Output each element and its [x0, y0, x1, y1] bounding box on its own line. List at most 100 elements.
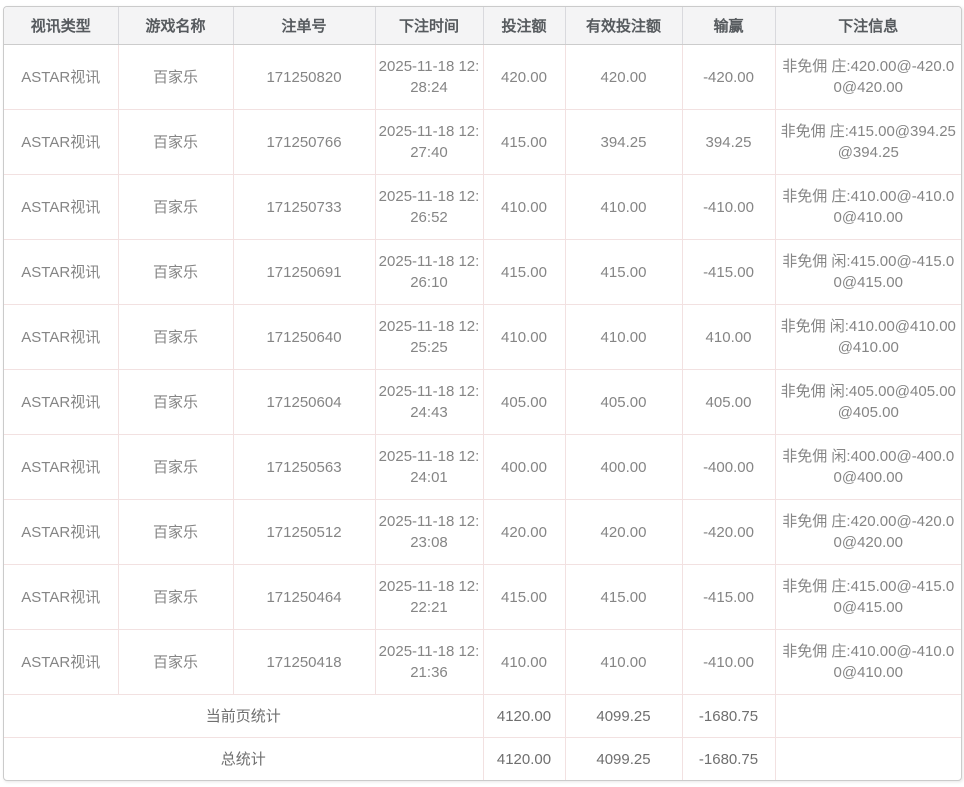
cell-bet-amount: 415.00	[483, 239, 566, 305]
cell-valid-bet: 400.00	[565, 434, 683, 500]
cell-bet-time: 2025-11-18 12:26:52	[375, 174, 484, 240]
cell-bet-info: 非免佣 闲:410.00@410.00@410.00	[775, 304, 961, 370]
cell-bet-id: 171250464	[233, 564, 376, 630]
cell-video-type: ASTAR视讯	[4, 564, 119, 630]
cell-bet-time: 2025-11-18 12:25:25	[375, 304, 484, 370]
bet-records-panel: 视讯类型 游戏名称 注单号 下注时间 投注额 有效投注额 输赢 下注信息 AST…	[3, 6, 962, 781]
table-row: ASTAR视讯 百家乐 171250512 2025-11-18 12:23:0…	[4, 499, 961, 565]
cell-bet-time: 2025-11-18 12:23:08	[375, 499, 484, 565]
page-summary-row: 当前页统计 4120.00 4099.25 -1680.75	[4, 694, 961, 738]
cell-video-type: ASTAR视讯	[4, 239, 119, 305]
table-row: ASTAR视讯 百家乐 171250766 2025-11-18 12:27:4…	[4, 109, 961, 175]
col-header-valid-bet: 有效投注额	[565, 7, 683, 45]
cell-valid-bet: 420.00	[565, 44, 683, 110]
table-row: ASTAR视讯 百家乐 171250733 2025-11-18 12:26:5…	[4, 174, 961, 240]
cell-bet-info: 非免佣 闲:405.00@405.00@405.00	[775, 369, 961, 435]
cell-game-name: 百家乐	[118, 44, 234, 110]
cell-game-name: 百家乐	[118, 109, 234, 175]
cell-bet-id: 171250512	[233, 499, 376, 565]
cell-valid-bet: 405.00	[565, 369, 683, 435]
cell-bet-amount: 405.00	[483, 369, 566, 435]
cell-bet-amount: 420.00	[483, 44, 566, 110]
cell-bet-id: 171250766	[233, 109, 376, 175]
cell-bet-info: 非免佣 庄:415.00@394.25@394.25	[775, 109, 961, 175]
cell-video-type: ASTAR视讯	[4, 434, 119, 500]
page-summary-win-loss: -1680.75	[682, 694, 776, 738]
cell-bet-amount: 415.00	[483, 564, 566, 630]
cell-video-type: ASTAR视讯	[4, 304, 119, 370]
col-header-video-type: 视讯类型	[4, 7, 119, 45]
cell-bet-id: 171250563	[233, 434, 376, 500]
cell-bet-time: 2025-11-18 12:22:21	[375, 564, 484, 630]
page-summary-bet-amount: 4120.00	[483, 694, 566, 738]
cell-bet-amount: 415.00	[483, 109, 566, 175]
col-header-bet-time: 下注时间	[375, 7, 484, 45]
cell-bet-id: 171250691	[233, 239, 376, 305]
cell-win-loss: 394.25	[682, 109, 776, 175]
cell-bet-id: 171250640	[233, 304, 376, 370]
table-row: ASTAR视讯 百家乐 171250418 2025-11-18 12:21:3…	[4, 629, 961, 695]
cell-bet-amount: 410.00	[483, 304, 566, 370]
cell-bet-id: 171250820	[233, 44, 376, 110]
cell-bet-info: 非免佣 庄:410.00@-410.00@410.00	[775, 629, 961, 695]
table-row: ASTAR视讯 百家乐 171250691 2025-11-18 12:26:1…	[4, 239, 961, 305]
col-header-game-name: 游戏名称	[118, 7, 234, 45]
cell-valid-bet: 410.00	[565, 304, 683, 370]
cell-win-loss: -420.00	[682, 44, 776, 110]
cell-valid-bet: 410.00	[565, 629, 683, 695]
table-row: ASTAR视讯 百家乐 171250604 2025-11-18 12:24:4…	[4, 369, 961, 435]
cell-valid-bet: 415.00	[565, 239, 683, 305]
cell-video-type: ASTAR视讯	[4, 44, 119, 110]
cell-bet-info: 非免佣 庄:420.00@-420.00@420.00	[775, 499, 961, 565]
cell-valid-bet: 420.00	[565, 499, 683, 565]
cell-valid-bet: 410.00	[565, 174, 683, 240]
total-summary-bet-info-empty	[775, 738, 961, 781]
total-summary-bet-amount: 4120.00	[483, 737, 566, 780]
cell-bet-id: 171250604	[233, 369, 376, 435]
cell-bet-id: 171250418	[233, 629, 376, 695]
cell-valid-bet: 394.25	[565, 109, 683, 175]
cell-win-loss: 405.00	[682, 369, 776, 435]
cell-video-type: ASTAR视讯	[4, 629, 119, 695]
page-summary-label: 当前页统计	[4, 694, 484, 738]
table-row: ASTAR视讯 百家乐 171250820 2025-11-18 12:28:2…	[4, 44, 961, 110]
cell-bet-info: 非免佣 闲:400.00@-400.00@400.00	[775, 434, 961, 500]
cell-bet-time: 2025-11-18 12:26:10	[375, 239, 484, 305]
cell-game-name: 百家乐	[118, 564, 234, 630]
cell-game-name: 百家乐	[118, 369, 234, 435]
cell-bet-amount: 410.00	[483, 174, 566, 240]
cell-video-type: ASTAR视讯	[4, 499, 119, 565]
cell-game-name: 百家乐	[118, 434, 234, 500]
cell-bet-info: 非免佣 闲:415.00@-415.00@415.00	[775, 239, 961, 305]
page-summary-valid-bet: 4099.25	[565, 694, 683, 738]
cell-win-loss: -410.00	[682, 174, 776, 240]
cell-bet-id: 171250733	[233, 174, 376, 240]
cell-bet-info: 非免佣 庄:415.00@-415.00@415.00	[775, 564, 961, 630]
cell-bet-amount: 400.00	[483, 434, 566, 500]
cell-win-loss: -415.00	[682, 239, 776, 305]
cell-bet-time: 2025-11-18 12:24:43	[375, 369, 484, 435]
table-header: 视讯类型 游戏名称 注单号 下注时间 投注额 有效投注额 输赢 下注信息	[4, 7, 961, 45]
cell-bet-time: 2025-11-18 12:27:40	[375, 109, 484, 175]
cell-game-name: 百家乐	[118, 629, 234, 695]
cell-bet-time: 2025-11-18 12:28:24	[375, 44, 484, 110]
cell-win-loss: -415.00	[682, 564, 776, 630]
table-row: ASTAR视讯 百家乐 171250563 2025-11-18 12:24:0…	[4, 434, 961, 500]
col-header-bet-amount: 投注额	[483, 7, 566, 45]
col-header-bet-info: 下注信息	[775, 7, 961, 45]
total-summary-win-loss: -1680.75	[682, 737, 776, 780]
table-row: ASTAR视讯 百家乐 171250640 2025-11-18 12:25:2…	[4, 304, 961, 370]
col-header-bet-id: 注单号	[233, 7, 376, 45]
cell-game-name: 百家乐	[118, 174, 234, 240]
cell-video-type: ASTAR视讯	[4, 369, 119, 435]
col-header-win-loss: 输赢	[682, 7, 776, 45]
cell-win-loss: -400.00	[682, 434, 776, 500]
total-summary-row: 总统计 4120.00 4099.25 -1680.75	[4, 737, 961, 781]
total-summary-label: 总统计	[4, 737, 484, 780]
cell-bet-info: 非免佣 庄:410.00@-410.00@410.00	[775, 174, 961, 240]
cell-bet-time: 2025-11-18 12:21:36	[375, 629, 484, 695]
cell-game-name: 百家乐	[118, 304, 234, 370]
page-summary-bet-info-empty	[775, 694, 961, 738]
bet-records-table: 视讯类型 游戏名称 注单号 下注时间 投注额 有效投注额 输赢 下注信息 AST…	[4, 7, 961, 780]
cell-valid-bet: 415.00	[565, 564, 683, 630]
